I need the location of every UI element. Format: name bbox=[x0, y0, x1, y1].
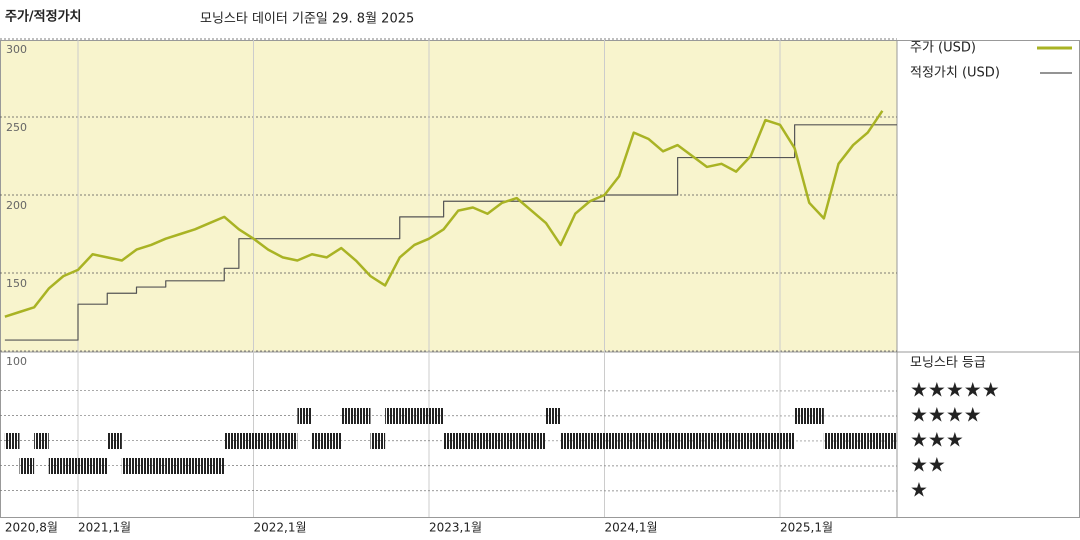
rating-bar bbox=[224, 433, 239, 449]
y-tick-label: 300 bbox=[6, 43, 27, 56]
rating-bar bbox=[92, 458, 108, 474]
rating-bar bbox=[253, 433, 269, 449]
rating-bar bbox=[706, 433, 722, 449]
rating-bar bbox=[516, 433, 532, 449]
rating-bar bbox=[663, 433, 678, 449]
rating-bar bbox=[458, 433, 473, 449]
y-tick-label: 150 bbox=[6, 277, 27, 290]
rating-bar bbox=[341, 408, 356, 424]
rating-bar bbox=[838, 433, 854, 449]
legend-label: 적정가치 (USD) bbox=[910, 66, 1000, 81]
rating-bar bbox=[619, 433, 634, 449]
rating-bar bbox=[575, 433, 590, 449]
x-tick-label: 2022,1월 bbox=[254, 521, 307, 535]
rating-bar bbox=[502, 433, 517, 449]
x-tick-label: 2021,1월 bbox=[78, 521, 131, 535]
rating-bar bbox=[151, 458, 166, 474]
y-tick-label: 200 bbox=[6, 199, 27, 212]
rating-bar bbox=[312, 433, 327, 449]
rating-bar bbox=[531, 433, 546, 449]
rating-bar bbox=[736, 433, 751, 449]
x-tick-label: 2023,1월 bbox=[429, 521, 482, 535]
rating-bar bbox=[677, 433, 693, 449]
rating-bar bbox=[48, 458, 64, 474]
rating-bar bbox=[165, 458, 181, 474]
rating-title: 모닝스타 등급 bbox=[910, 356, 986, 371]
rating-bar bbox=[472, 433, 488, 449]
rating-bar bbox=[238, 433, 254, 449]
rating-bar bbox=[136, 458, 152, 474]
rating-bar bbox=[268, 433, 283, 449]
rating-bar bbox=[765, 433, 780, 449]
rating-bar bbox=[195, 458, 210, 474]
rating-bar bbox=[589, 433, 605, 449]
rating-bar bbox=[78, 458, 93, 474]
rating-bar bbox=[867, 433, 883, 449]
rating-label: ★★★★ bbox=[910, 403, 982, 427]
series-line bbox=[4, 110, 884, 318]
x-tick-label: 2020,8월 bbox=[5, 521, 58, 535]
rating-label: ★★★★★ bbox=[910, 378, 1000, 402]
rating-bar bbox=[209, 458, 225, 474]
y-tick-label: 250 bbox=[6, 121, 27, 134]
rating-bar bbox=[853, 433, 868, 449]
rating-bar bbox=[297, 408, 312, 424]
rating-bar bbox=[121, 458, 137, 474]
rating-bar bbox=[721, 433, 737, 449]
rating-bar bbox=[429, 408, 444, 424]
rating-bar bbox=[399, 408, 415, 424]
rating-bar bbox=[63, 458, 78, 474]
rating-bar bbox=[750, 433, 766, 449]
rating-bar bbox=[692, 433, 707, 449]
rating-row-line bbox=[0, 415, 898, 417]
chart-title: 주가/적정가치 bbox=[5, 9, 82, 25]
rating-bar bbox=[180, 458, 195, 474]
series-line bbox=[4, 124, 897, 341]
plot-background bbox=[0, 40, 897, 352]
rating-bar bbox=[604, 433, 620, 449]
rating-bar bbox=[19, 458, 35, 474]
rating-row-line bbox=[0, 490, 898, 492]
rating-bar bbox=[648, 433, 663, 449]
rating-bar bbox=[385, 408, 400, 424]
rating-bar bbox=[282, 433, 298, 449]
rating-label: ★ bbox=[910, 478, 928, 502]
rating-bar bbox=[414, 408, 429, 424]
rating-bar bbox=[794, 408, 810, 424]
rating-bar bbox=[443, 433, 459, 449]
rating-bar bbox=[370, 433, 386, 449]
rating-bar bbox=[780, 433, 795, 449]
x-tick-label: 2024,1월 bbox=[605, 521, 658, 535]
rating-bar bbox=[882, 433, 897, 449]
rating-bar bbox=[546, 408, 561, 424]
rating-bar bbox=[560, 433, 576, 449]
rating-row-line bbox=[0, 390, 898, 392]
rating-bar bbox=[487, 433, 503, 449]
rating-bar bbox=[823, 433, 839, 449]
rating-bar bbox=[4, 433, 20, 449]
chart-subtitle: 모닝스타 데이터 기준일 29. 8월 2025 bbox=[200, 12, 414, 27]
rating-bar bbox=[326, 433, 342, 449]
legend-label: 주가 (USD) bbox=[910, 41, 976, 56]
rating-bar bbox=[633, 433, 649, 449]
x-tick-label: 2025,1월 bbox=[780, 521, 833, 535]
rating-bar bbox=[355, 408, 371, 424]
rating-bar bbox=[809, 408, 824, 424]
rating-label: ★★★ bbox=[910, 428, 964, 452]
rating-label: ★★ bbox=[910, 453, 946, 477]
y-tick-label: 100 bbox=[6, 355, 27, 368]
rating-bar bbox=[107, 433, 122, 449]
rating-bar bbox=[34, 433, 49, 449]
